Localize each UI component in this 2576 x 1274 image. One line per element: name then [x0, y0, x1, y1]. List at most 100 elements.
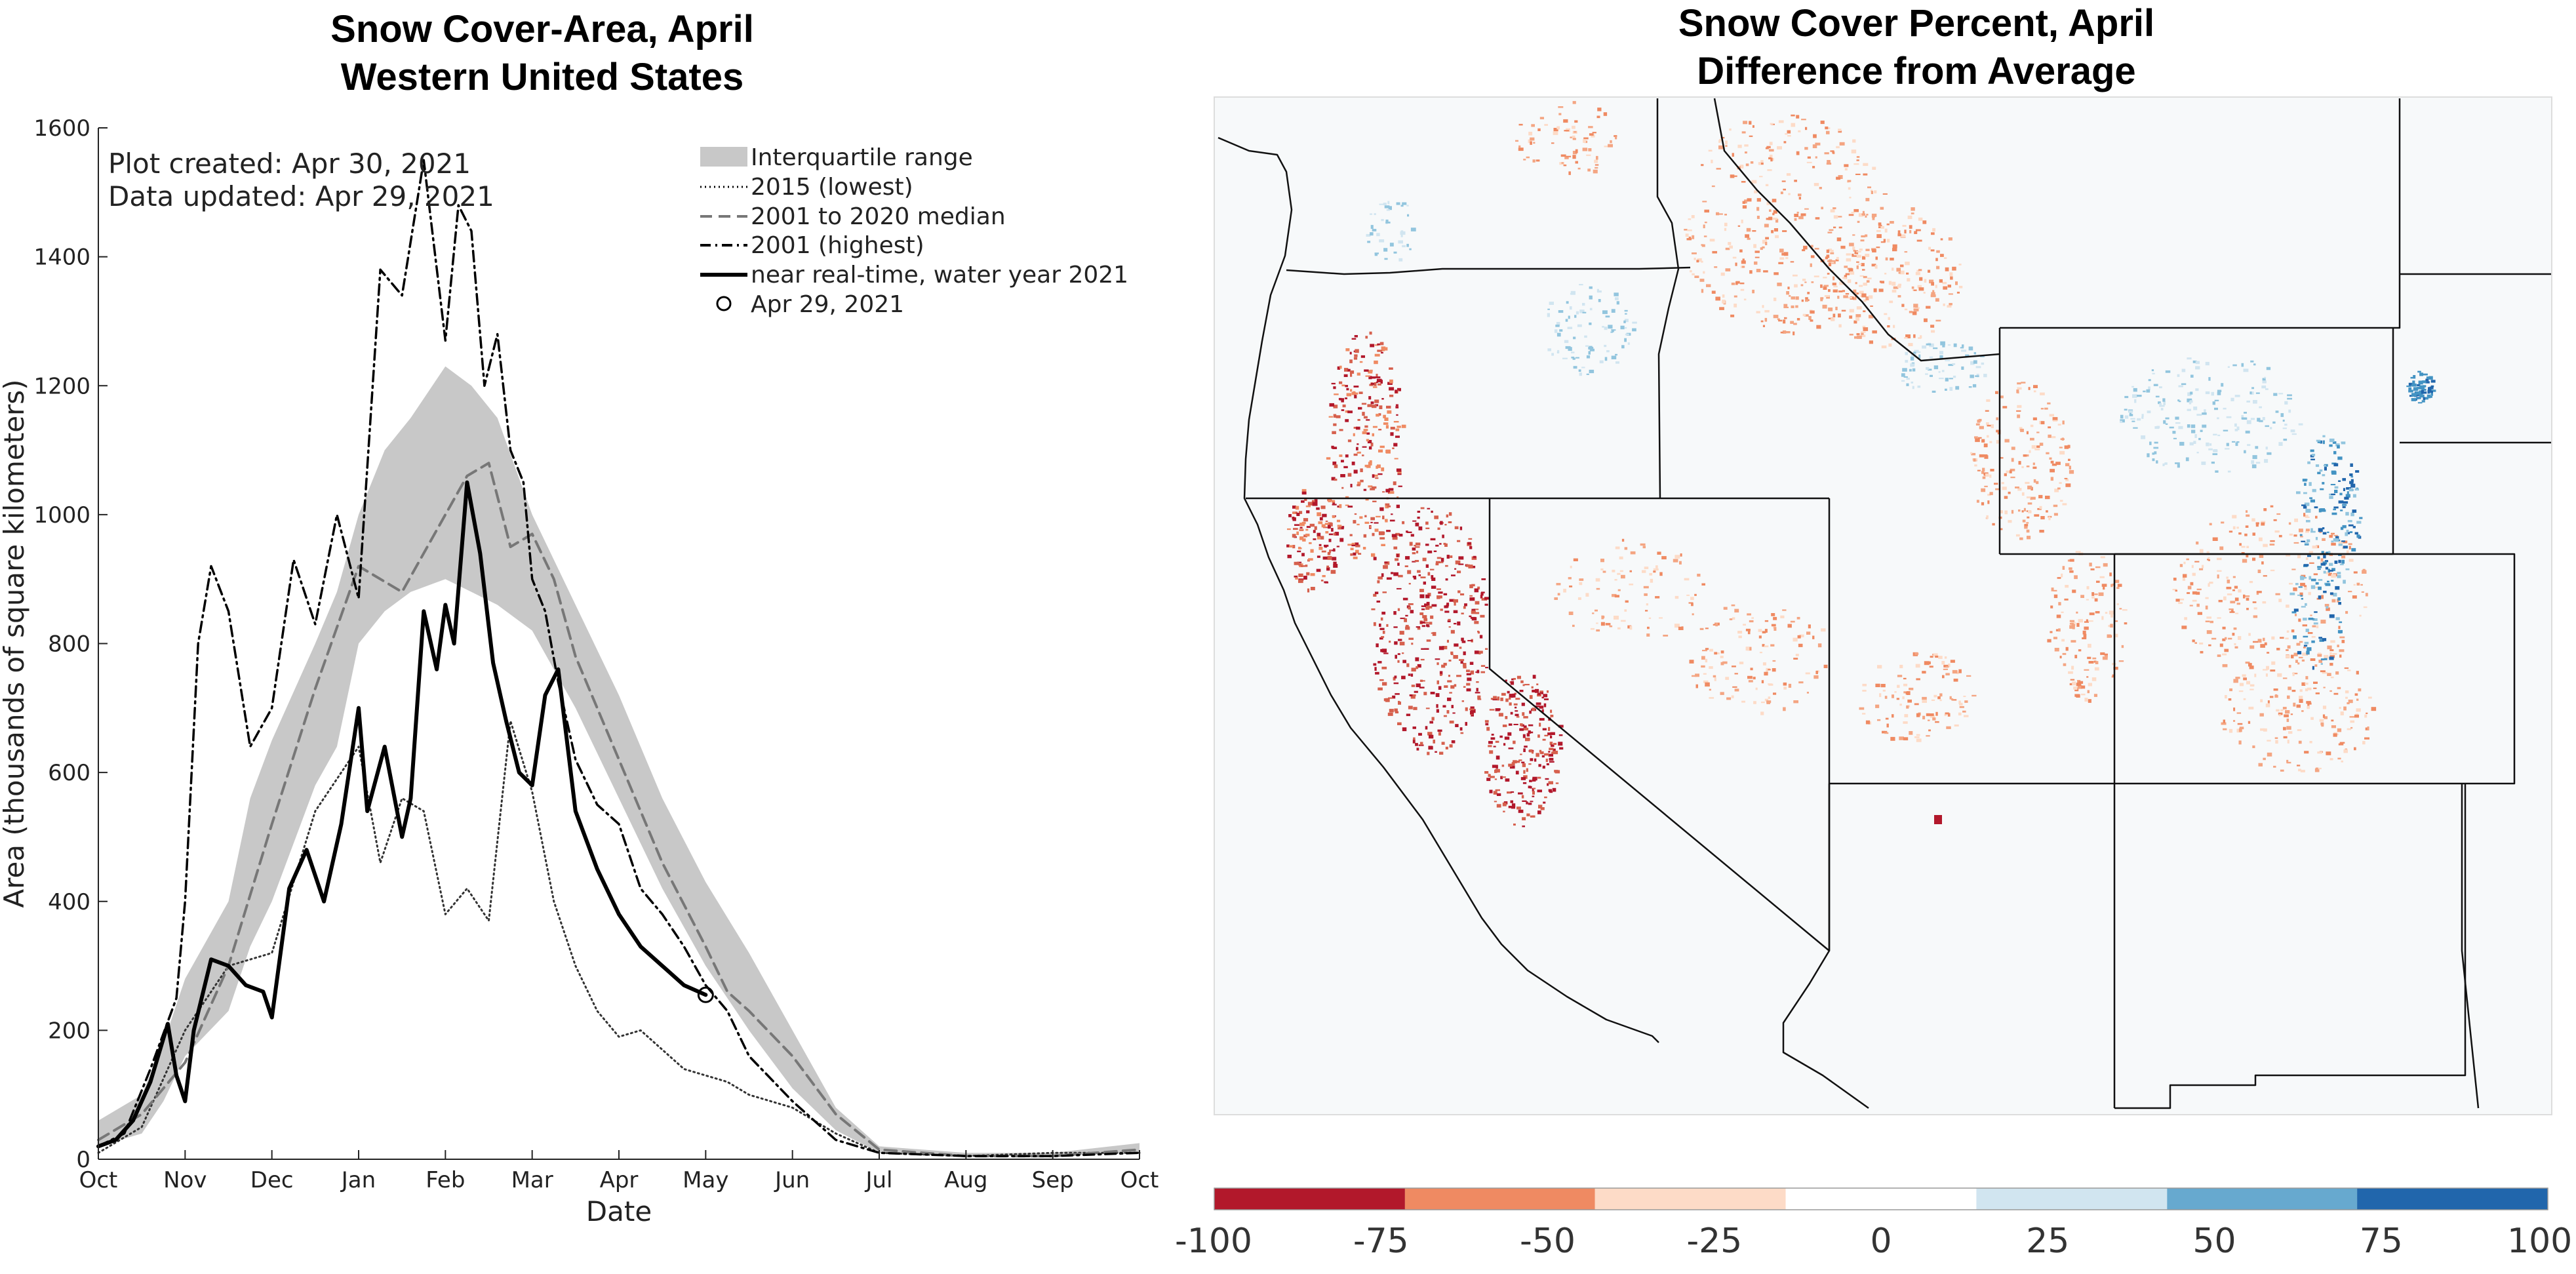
snow-diff-pixel — [1543, 703, 1547, 707]
snow-diff-pixel — [1918, 337, 1922, 339]
snow-diff-pixel — [1366, 432, 1370, 435]
snow-diff-pixel — [2338, 500, 2344, 504]
snow-diff-pixel — [2275, 410, 2279, 413]
y-tick-label: 1600 — [33, 115, 90, 142]
snow-diff-pixel — [1534, 758, 1537, 762]
snow-diff-pixel — [1353, 391, 1356, 394]
snow-diff-pixel — [1899, 664, 1903, 669]
snow-diff-pixel — [1581, 367, 1585, 368]
snow-diff-pixel — [1353, 469, 1358, 474]
snow-diff-pixel — [1386, 530, 1391, 532]
snow-diff-pixel — [1446, 603, 1450, 607]
snow-diff-pixel — [1848, 187, 1851, 190]
snow-diff-pixel — [1975, 375, 1979, 377]
snow-diff-pixel — [1341, 399, 1344, 403]
snow-diff-pixel — [2165, 370, 2171, 373]
snow-diff-pixel — [1522, 817, 1526, 821]
snow-diff-pixel — [1596, 587, 1600, 590]
snow-diff-pixel — [1804, 147, 1808, 150]
snow-diff-pixel — [1873, 288, 1877, 292]
snow-diff-pixel — [1367, 440, 1372, 444]
snow-diff-pixel — [1377, 473, 1383, 475]
snow-diff-pixel — [1850, 271, 1855, 275]
snow-diff-pixel — [2250, 418, 2255, 420]
snow-diff-pixel — [1737, 631, 1743, 634]
snow-diff-pixel — [1886, 239, 1890, 243]
snow-diff-pixel — [2039, 530, 2044, 533]
snow-diff-pixel — [1905, 262, 1910, 266]
legend-current-label: near real-time, water year 2021 — [751, 262, 1128, 289]
snow-diff-pixel — [1480, 665, 1486, 667]
snow-diff-pixel — [1714, 652, 1718, 655]
snow-diff-pixel — [2178, 385, 2183, 388]
snow-diff-pixel — [1564, 156, 1569, 159]
snow-diff-pixel — [1389, 243, 1394, 247]
snow-diff-pixel — [1351, 462, 1355, 466]
snow-diff-pixel — [2310, 528, 2313, 532]
snow-diff-pixel — [2187, 392, 2192, 396]
snow-diff-pixel — [1445, 578, 1448, 581]
snow-diff-pixel — [1741, 700, 1745, 703]
snow-diff-pixel — [1412, 547, 1416, 551]
snow-diff-pixel — [1844, 266, 1848, 268]
snow-diff-pixel — [1842, 277, 1847, 279]
snow-diff-pixel — [1550, 735, 1553, 739]
snow-diff-pixel — [1412, 727, 1416, 729]
snow-diff-pixel — [2322, 440, 2325, 445]
snow-diff-pixel — [1839, 142, 1845, 146]
snow-diff-pixel — [1448, 512, 1452, 516]
snow-diff-pixel — [1586, 154, 1591, 156]
snow-diff-pixel — [1914, 231, 1918, 234]
snow-diff-pixel — [2318, 586, 2322, 590]
snow-diff-pixel — [1357, 443, 1359, 445]
snow-diff-pixel — [1570, 290, 1575, 295]
snow-cover-area-chart: Snow Cover-Area, April Western United St… — [0, 8, 1159, 1227]
snow-diff-pixel — [1963, 696, 1966, 698]
snow-diff-pixel — [2053, 420, 2058, 422]
snow-diff-pixel — [2121, 645, 2124, 648]
snow-diff-pixel — [1826, 254, 1830, 258]
snow-diff-pixel — [1779, 257, 1785, 260]
snow-diff-pixel — [2355, 470, 2360, 473]
snow-diff-pixel — [2088, 661, 2094, 664]
snow-diff-pixel — [1540, 807, 1545, 810]
snow-diff-pixel — [2241, 415, 2244, 419]
snow-diff-pixel — [2057, 577, 2061, 579]
snow-diff-pixel — [1488, 741, 1493, 744]
snow-diff-pixel — [1402, 521, 1405, 525]
snow-diff-pixel — [2330, 640, 2335, 643]
snow-diff-pixel — [1415, 546, 1420, 548]
snow-diff-pixel — [1381, 398, 1384, 400]
snow-diff-pixel — [2334, 540, 2339, 542]
snow-diff-pixel — [1879, 281, 1882, 283]
snow-diff-pixel — [1537, 810, 1541, 814]
snow-diff-pixel — [1564, 340, 1569, 344]
snow-diff-pixel — [1495, 768, 1500, 773]
snow-diff-pixel — [2276, 648, 2280, 650]
snow-diff-pixel — [2299, 696, 2303, 700]
snow-diff-pixel — [2064, 598, 2069, 601]
snow-diff-pixel — [1928, 269, 1931, 273]
snow-diff-pixel — [2251, 518, 2255, 522]
snow-diff-pixel — [1815, 156, 1817, 159]
snow-diff-pixel — [1381, 636, 1385, 638]
snow-diff-pixel — [1695, 684, 1698, 688]
snow-diff-pixel — [1397, 473, 1402, 475]
snow-diff-pixel — [1461, 637, 1464, 641]
snow-diff-pixel — [1764, 224, 1769, 228]
snow-diff-pixel — [1412, 561, 1416, 563]
snow-diff-pixel — [2309, 497, 2312, 500]
snow-diff-pixel — [1323, 527, 1328, 528]
snow-diff-pixel — [1556, 583, 1561, 586]
snow-diff-pixel — [1379, 537, 1385, 540]
snow-diff-pixel — [2211, 391, 2214, 396]
colorbar-frame — [1214, 1187, 2548, 1210]
snow-diff-pixel — [1572, 125, 1575, 129]
snow-diff-pixel — [1705, 627, 1709, 629]
snow-diff-pixel — [1793, 274, 1798, 277]
snow-diff-pixel — [1766, 201, 1772, 205]
snow-diff-pixel — [1798, 216, 1804, 220]
snow-diff-pixel — [1956, 671, 1959, 675]
snow-diff-pixel — [2428, 387, 2432, 391]
snow-difference-pixels — [1286, 101, 2436, 827]
